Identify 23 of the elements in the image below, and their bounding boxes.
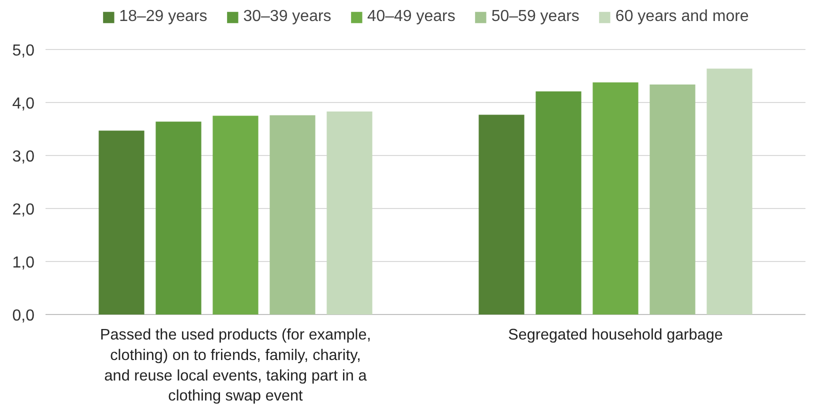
bar	[536, 91, 582, 314]
bar	[326, 112, 372, 314]
legend-label: 30–39 years	[243, 8, 332, 26]
x-tick-label: Segregated household garbage	[508, 326, 723, 344]
y-tick-label: 2,0	[12, 202, 35, 218]
x-tick-label: Passed the used products (for example, clothing) on to friends, family, charity, and reuse local events, taking part in a clothing swap event	[100, 326, 371, 405]
legend-label: 40–49 years	[367, 8, 456, 26]
y-tick-label: 0,0	[12, 308, 35, 324]
bar	[212, 116, 258, 314]
bar	[706, 68, 752, 314]
y-tick-label: 5,0	[12, 42, 35, 60]
y-tick-label: 3,0	[12, 148, 35, 166]
bar	[270, 115, 316, 314]
legend-label: 18–29 years	[119, 8, 208, 26]
bar	[650, 84, 696, 314]
bar	[478, 114, 524, 314]
legend-label: 50–59 years	[491, 8, 580, 26]
legend-label: 60 years and more	[615, 8, 749, 26]
bar	[156, 122, 202, 314]
bar	[98, 130, 144, 314]
bar	[592, 82, 638, 314]
y-tick-label: 1,0	[12, 254, 35, 272]
y-tick-label: 4,0	[12, 96, 35, 112]
